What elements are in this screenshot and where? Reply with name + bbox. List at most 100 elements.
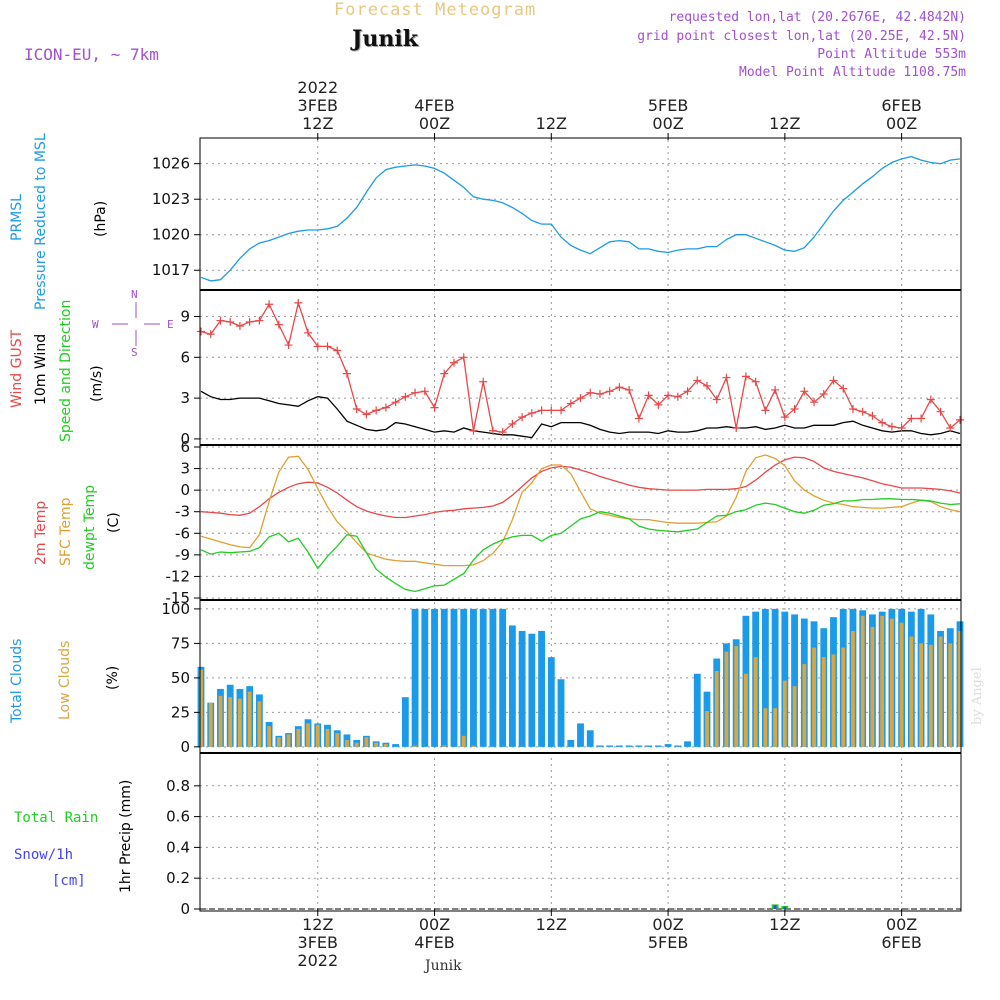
low-cloud-bar <box>238 698 242 747</box>
gust-point <box>741 372 750 381</box>
top-time-label: 4FEB <box>414 96 454 115</box>
temp-ytick-label: 6 <box>180 438 190 456</box>
low-cloud-bar <box>821 657 826 747</box>
gust-point <box>255 316 264 325</box>
t2m-line <box>200 456 961 519</box>
top-time-label: 12Z <box>302 114 333 133</box>
gust-point <box>216 316 225 325</box>
low-cloud-bar <box>714 670 719 747</box>
gust-point <box>284 341 293 350</box>
gust-point <box>907 414 916 423</box>
total-cloud-bar <box>557 679 565 747</box>
low-cloud-bar <box>705 710 709 747</box>
total-cloud-bar <box>567 739 575 747</box>
point-altitude: Point Altitude 553m <box>817 47 966 62</box>
temp-ytick-label: 3 <box>180 460 190 478</box>
gust-point <box>518 413 527 422</box>
sfc-temp-line <box>200 454 961 567</box>
frame-layer <box>199 137 962 912</box>
gust-point <box>878 418 887 427</box>
low-cloud-bar <box>296 728 301 747</box>
gust-point <box>810 398 819 407</box>
low-cloud-bar <box>383 744 388 747</box>
total-cloud-bar <box>693 673 701 747</box>
t2m-label: 2m Temp <box>33 500 49 565</box>
bottom-time-label: 2022 <box>297 951 338 970</box>
gust-point <box>751 377 760 386</box>
low-cloud-bar <box>286 734 291 747</box>
clouds-ytick-label: 50 <box>171 669 190 687</box>
low-cloud-bar <box>276 737 281 747</box>
total-cloud-bar <box>538 630 545 747</box>
gust-point <box>761 406 770 415</box>
total-clouds-label: Total Clouds <box>9 638 25 723</box>
low-cloud-bar <box>734 646 739 747</box>
low-cloud-bar <box>218 695 223 747</box>
gust-point <box>547 406 556 415</box>
wind-ytick-label: 9 <box>180 307 190 325</box>
gust-point <box>459 353 468 362</box>
total-cloud-bar <box>499 608 507 747</box>
total-cloud-bar <box>518 630 526 747</box>
top-time-label: 5FEB <box>648 96 688 115</box>
bottom-time-label: 12Z <box>302 915 333 934</box>
low-cloud-bar <box>919 643 923 747</box>
gust-point <box>605 387 614 396</box>
low-cloud-bar <box>208 702 213 747</box>
bottom-time-label: 00Z <box>652 915 683 934</box>
gust-point <box>235 322 244 331</box>
wind-unit: (m/s) <box>89 365 105 402</box>
clouds-ytick-label: 100 <box>161 600 190 618</box>
low-cloud-bar <box>744 673 748 747</box>
low-cloud-bar <box>354 742 359 747</box>
total-cloud-bar <box>664 744 672 747</box>
series-layer <box>197 155 964 910</box>
low-cloud-bar <box>724 651 729 747</box>
precip-ytick-label: 0 <box>180 900 190 918</box>
total-cloud-bar <box>791 614 798 747</box>
total-cloud-bar <box>596 745 604 747</box>
snow-legend: Snow/1h <box>14 847 74 863</box>
gust-point <box>352 404 361 413</box>
low-cloud-bar <box>851 630 855 747</box>
gust-point <box>956 415 964 424</box>
low-cloud-bar <box>889 618 894 747</box>
low-cloud-bar <box>199 669 203 747</box>
bottom-time-label: 00Z <box>886 915 917 934</box>
total-cloud-bar <box>781 611 789 747</box>
gust-point <box>420 387 429 396</box>
gust-point <box>430 403 439 412</box>
gust-point <box>537 406 546 415</box>
wind-ytick-label: 6 <box>180 348 190 366</box>
low-cloud-bar <box>782 680 787 747</box>
total-cloud-bar <box>489 608 497 747</box>
gust-point <box>887 422 896 431</box>
total-cloud-bar <box>586 730 594 747</box>
gust-point <box>450 358 458 367</box>
temp-unit: (C) <box>106 512 122 533</box>
gust-point <box>313 342 322 351</box>
gust-point <box>917 414 926 423</box>
wind-gust-line <box>200 300 961 433</box>
wind-ytick-label: 0 <box>180 430 190 448</box>
gust-point <box>226 317 235 326</box>
dewpt-line <box>200 498 961 593</box>
low-cloud-bar <box>345 739 349 747</box>
low-cloud-bar <box>306 723 310 747</box>
low-cloud-bar <box>909 636 914 747</box>
total-cloud-bar <box>470 608 477 747</box>
footer-location: Junik <box>425 958 462 974</box>
pressure-ytick-label: 1026 <box>152 155 190 173</box>
low-cloud-bar <box>335 733 340 747</box>
compass-rose <box>112 302 160 346</box>
precip-label: 1hr Precip (mm) <box>118 779 134 893</box>
total-cloud-bar <box>771 608 779 747</box>
top-time-label: 00Z <box>886 114 917 133</box>
gust-point <box>372 406 381 415</box>
top-time-label: 00Z <box>419 114 450 133</box>
wind-speed-line <box>200 390 961 439</box>
panel-frame <box>199 137 962 912</box>
low-cloud-bar <box>315 724 320 747</box>
clouds-ytick-label: 75 <box>171 634 190 652</box>
